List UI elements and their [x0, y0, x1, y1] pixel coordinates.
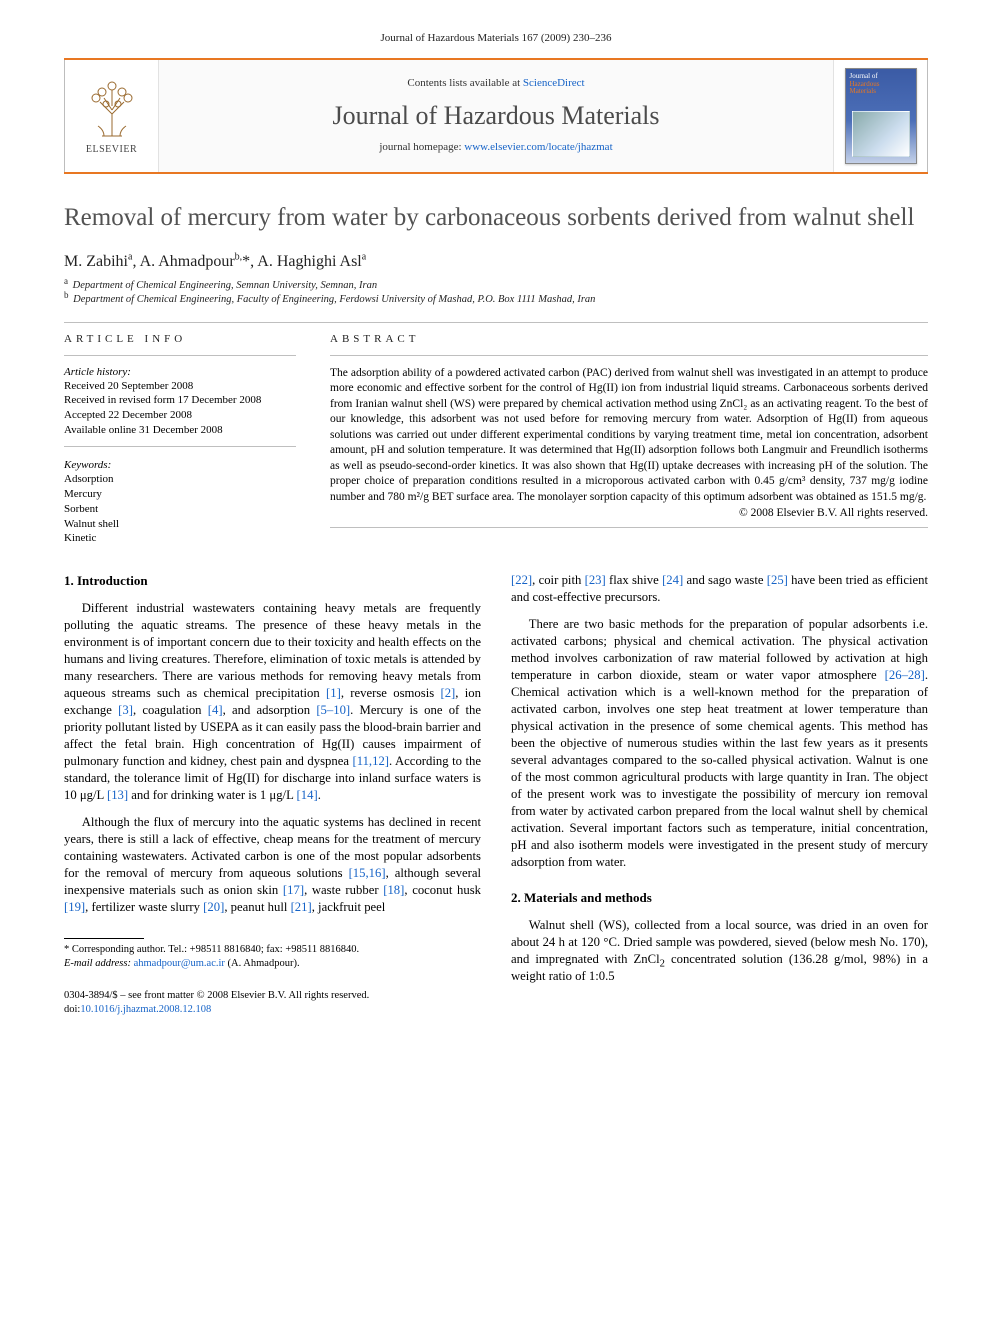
cover-image-icon [852, 111, 910, 157]
cite-3[interactable]: [3] [118, 703, 133, 717]
cover-block: Journal of Hazardous Materials [833, 60, 927, 172]
kw-4: Walnut shell [64, 517, 296, 532]
cite-21[interactable]: [21] [291, 900, 312, 914]
masthead: ELSEVIER Contents lists available at Sci… [64, 60, 928, 172]
front-matter-block: 0304-3894/$ – see front matter © 2008 El… [64, 989, 481, 1017]
affiliations: a Department of Chemical Engineering, Se… [64, 279, 928, 307]
divider [330, 355, 928, 356]
front-matter-line: 0304-3894/$ – see front matter © 2008 El… [64, 989, 481, 1003]
journal-cover-thumb: Journal of Hazardous Materials [845, 68, 917, 164]
cite-18[interactable]: [18] [383, 883, 404, 897]
cite-5-10[interactable]: [5–10] [316, 703, 350, 717]
corresponding-footnote: * Corresponding author. Tel.: +98511 881… [64, 938, 481, 971]
divider [64, 322, 928, 323]
article-title: Removal of mercury from water by carbona… [64, 202, 928, 233]
cite-22[interactable]: [22] [511, 573, 532, 587]
cite-4[interactable]: [4] [208, 703, 223, 717]
corr-email-link[interactable]: ahmadpour@um.ac.ir [134, 958, 225, 969]
abstract-label: ABSTRACT [330, 333, 928, 345]
cite-1[interactable]: [1] [326, 686, 341, 700]
info-row: ARTICLE INFO Article history: Received 2… [64, 333, 928, 547]
cite-11-12[interactable]: [11,12] [352, 754, 389, 768]
intro-p1: Different industrial wastewaters contain… [64, 600, 481, 804]
divider [330, 527, 928, 528]
authors: M. Zabihia, A. Ahmadpourb,*, A. Haghighi… [64, 253, 928, 271]
kw-1: Adsorption [64, 472, 296, 487]
corr-line: * Corresponding author. Tel.: +98511 881… [64, 943, 481, 957]
abstract-text: The adsorption ability of a powdered act… [330, 366, 928, 506]
page-root: Journal of Hazardous Materials 167 (2009… [0, 0, 992, 1058]
abstract-copyright: © 2008 Elsevier B.V. All rights reserved… [330, 507, 928, 519]
homepage-line: journal homepage: www.elsevier.com/locat… [169, 141, 823, 153]
cite-25[interactable]: [25] [767, 573, 788, 587]
divider [64, 446, 296, 447]
email-line: E-mail address: ahmadpour@um.ac.ir (A. A… [64, 957, 481, 971]
hist-received: Received 20 September 2008 [64, 379, 296, 394]
homepage-prefix: journal homepage: [379, 141, 464, 153]
footnote-rule [64, 938, 144, 939]
cite-26-28[interactable]: [26–28] [885, 668, 925, 682]
contents-line: Contents lists available at ScienceDirec… [169, 77, 823, 89]
cite-23[interactable]: [23] [585, 573, 606, 587]
cite-15-16[interactable]: [15,16] [349, 866, 386, 880]
hist-online: Available online 31 December 2008 [64, 423, 296, 438]
kw-5: Kinetic [64, 531, 296, 546]
cite-17[interactable]: [17] [283, 883, 304, 897]
masthead-center: Contents lists available at ScienceDirec… [159, 60, 833, 172]
contents-prefix: Contents lists available at [407, 77, 522, 89]
journal-name: Journal of Hazardous Materials [169, 101, 823, 131]
hist-accepted: Accepted 22 December 2008 [64, 408, 296, 423]
mm-p1: Walnut shell (WS), collected from a loca… [511, 917, 928, 985]
publisher-block: ELSEVIER [65, 60, 159, 172]
running-head: Journal of Hazardous Materials 167 (2009… [64, 32, 928, 44]
cite-24[interactable]: [24] [662, 573, 683, 587]
section-2-head: 2. Materials and methods [511, 889, 928, 906]
article-info-label: ARTICLE INFO [64, 333, 296, 345]
sciencedirect-link[interactable]: ScienceDirect [523, 77, 585, 89]
affil-b: b Department of Chemical Engineering, Fa… [64, 293, 928, 307]
intro-p2b: [22], coir pith [23] flax shive [24] and… [511, 572, 928, 606]
affil-a: a Department of Chemical Engineering, Se… [64, 279, 928, 293]
keywords-head: Keywords: [64, 459, 296, 471]
history-head: Article history: [64, 366, 296, 378]
intro-p2: Although the flux of mercury into the aq… [64, 814, 481, 916]
cite-19[interactable]: [19] [64, 900, 85, 914]
cover-title: Journal of Hazardous Materials [850, 73, 880, 96]
section-1-head: 1. Introduction [64, 572, 481, 589]
kw-2: Mercury [64, 487, 296, 502]
article-info-col: ARTICLE INFO Article history: Received 2… [64, 333, 296, 547]
cite-14[interactable]: [14] [297, 788, 318, 802]
intro-p3: There are two basic methods for the prep… [511, 616, 928, 871]
body-columns: 1. Introduction Different industrial was… [64, 572, 928, 1017]
divider [64, 355, 296, 356]
publisher-tree-icon [82, 78, 142, 142]
masthead-wrap: ELSEVIER Contents lists available at Sci… [64, 58, 928, 174]
cite-2[interactable]: [2] [440, 686, 455, 700]
kw-3: Sorbent [64, 502, 296, 517]
cite-20[interactable]: [20] [203, 900, 224, 914]
doi-line: doi:10.1016/j.jhazmat.2008.12.108 [64, 1003, 481, 1017]
hist-revised: Received in revised form 17 December 200… [64, 393, 296, 408]
doi-link[interactable]: 10.1016/j.jhazmat.2008.12.108 [80, 1004, 211, 1015]
publisher-name: ELSEVIER [86, 144, 137, 155]
cite-13[interactable]: [13] [107, 788, 128, 802]
abstract-col: ABSTRACT The adsorption ability of a pow… [330, 333, 928, 547]
homepage-link[interactable]: www.elsevier.com/locate/jhazmat [464, 141, 612, 153]
